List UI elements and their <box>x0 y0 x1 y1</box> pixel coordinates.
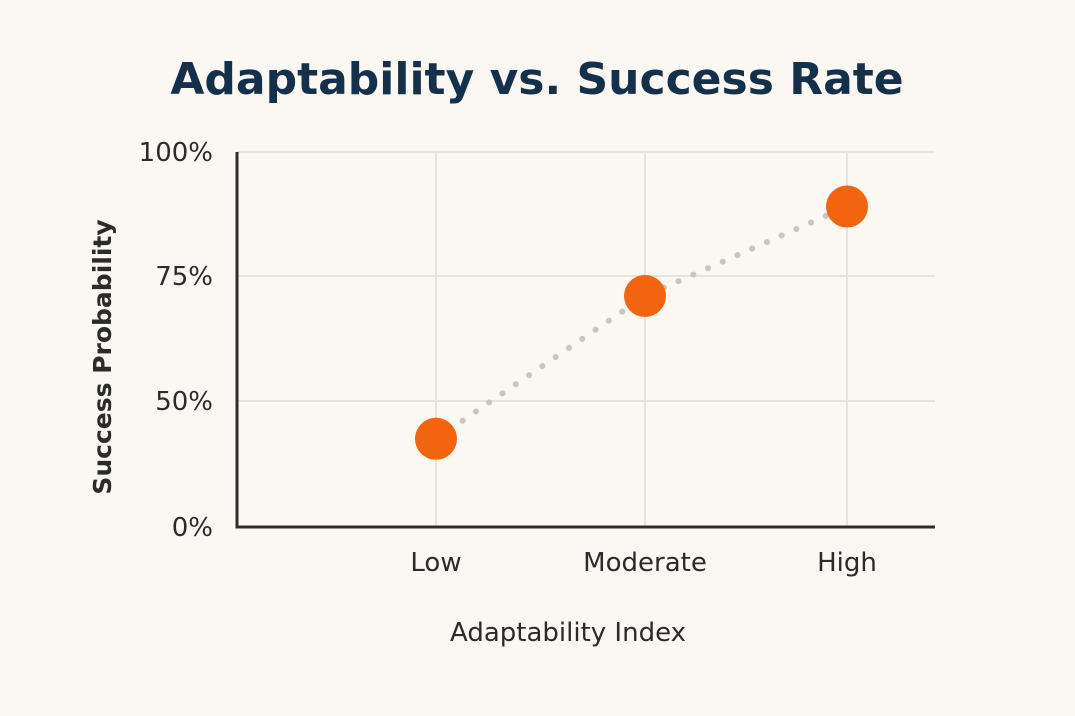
trend-line <box>433 203 850 442</box>
y-tick-labels: 0% 50% 75% 100% <box>139 138 213 543</box>
y-axis-label: Success Probability <box>88 219 117 494</box>
x-tick-labels: Low Moderate High <box>410 548 876 578</box>
chart-title: Adaptability vs. Success Rate <box>170 54 903 105</box>
y-tick-label: 50% <box>155 387 213 417</box>
y-tick-label: 0% <box>172 513 213 543</box>
axes <box>235 152 935 529</box>
data-points <box>415 185 868 460</box>
trend-line-group <box>433 203 850 442</box>
data-point <box>826 185 868 228</box>
x-axis-label: Adaptability Index <box>450 618 686 648</box>
y-tick-label: 100% <box>139 138 213 168</box>
x-tick-label: Low <box>410 548 461 578</box>
y-tick-label: 75% <box>155 262 213 292</box>
data-point <box>415 417 457 460</box>
x-tick-label: High <box>817 548 877 578</box>
data-point <box>624 275 666 317</box>
x-tick-label: Moderate <box>583 548 707 578</box>
